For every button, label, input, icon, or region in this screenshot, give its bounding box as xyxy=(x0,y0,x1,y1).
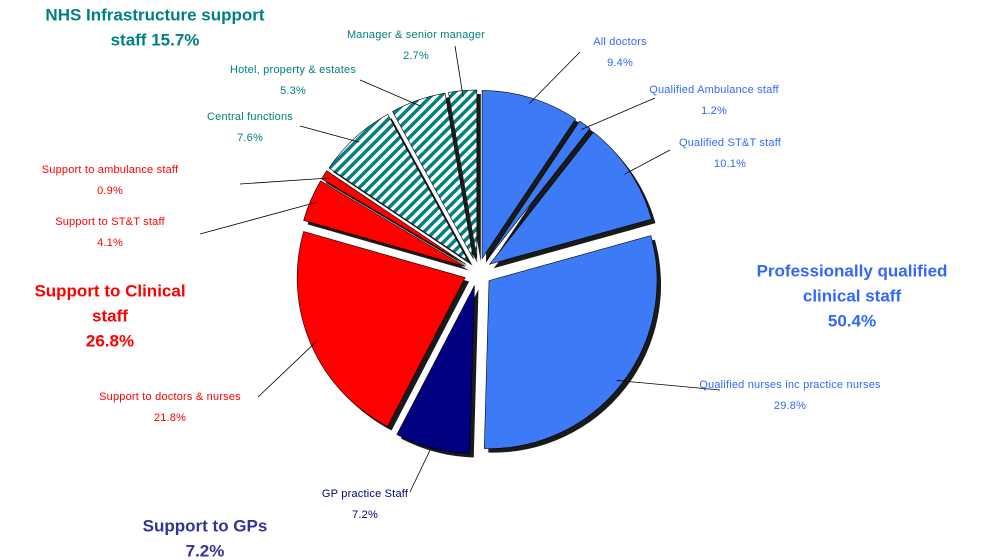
pie-slice xyxy=(296,231,466,427)
group-label: Support to Clinical xyxy=(34,281,185,300)
slice-label: Qualified ST&T staff xyxy=(679,137,782,149)
slice-value-label: 0.9% xyxy=(97,185,123,197)
slice-value-label: 1.2% xyxy=(701,105,727,117)
slice-value-label: 10.1% xyxy=(714,158,746,170)
group-label: staff xyxy=(92,306,128,325)
pie-slice xyxy=(485,120,591,261)
leader-line xyxy=(239,177,330,185)
group-label: clinical staff xyxy=(803,286,902,305)
slice-label: All doctors xyxy=(593,36,647,48)
pie-slice xyxy=(328,114,469,262)
leader-line xyxy=(299,125,360,143)
slice-value-label: 4.1% xyxy=(97,237,123,249)
group-label: 50.4% xyxy=(828,311,876,330)
slice-label: Support to ST&T staff xyxy=(55,216,165,228)
group-label: NHS Infrastructure support xyxy=(45,5,264,24)
leader-line xyxy=(257,341,317,398)
pie-slice xyxy=(448,89,478,259)
leader-line xyxy=(616,380,721,391)
slice-value-label: 2.7% xyxy=(403,50,429,62)
group-label: 7.2% xyxy=(186,541,225,560)
slice-value-label: 5.3% xyxy=(280,85,306,97)
pie-slice xyxy=(392,92,474,259)
group-label: 26.8% xyxy=(86,331,134,350)
slice-label: Manager & senior manager xyxy=(347,29,485,41)
pie-slice xyxy=(488,131,652,265)
slice-value-label: 7.6% xyxy=(237,132,263,144)
slice-value-label: 29.8% xyxy=(774,400,806,412)
pie-slice xyxy=(303,180,466,267)
slice-label: Qualified nurses inc practice nurses xyxy=(699,379,881,391)
leader-line xyxy=(199,202,317,235)
slice-value-label: 9.4% xyxy=(607,57,633,69)
slice-label: Qualified Ambulance staff xyxy=(649,84,779,96)
slice-label: Hotel, property & estates xyxy=(230,64,356,76)
slice-shadow xyxy=(490,125,594,265)
slice-label: Central functions xyxy=(207,111,293,123)
group-label: Support to GPs xyxy=(143,516,268,535)
slice-value-label: 7.2% xyxy=(352,509,378,521)
leader-line xyxy=(581,97,656,130)
slice-value-label: 21.8% xyxy=(154,412,186,424)
leader-line xyxy=(454,45,464,97)
pie-slice xyxy=(481,90,576,260)
leader-line xyxy=(409,442,435,493)
slice-label: Support to ambulance staff xyxy=(42,164,179,176)
group-label: staff 15.7% xyxy=(111,30,200,49)
leader-line xyxy=(359,79,421,107)
slice-label: Support to doctors & nurses xyxy=(99,391,241,403)
leader-line xyxy=(624,149,671,175)
leader-line xyxy=(528,51,581,104)
pie-slice xyxy=(396,285,475,454)
group-label: Professionally qualified xyxy=(757,261,948,280)
slice-label: GP practice Staff xyxy=(322,488,409,500)
pie-slice xyxy=(483,235,658,449)
